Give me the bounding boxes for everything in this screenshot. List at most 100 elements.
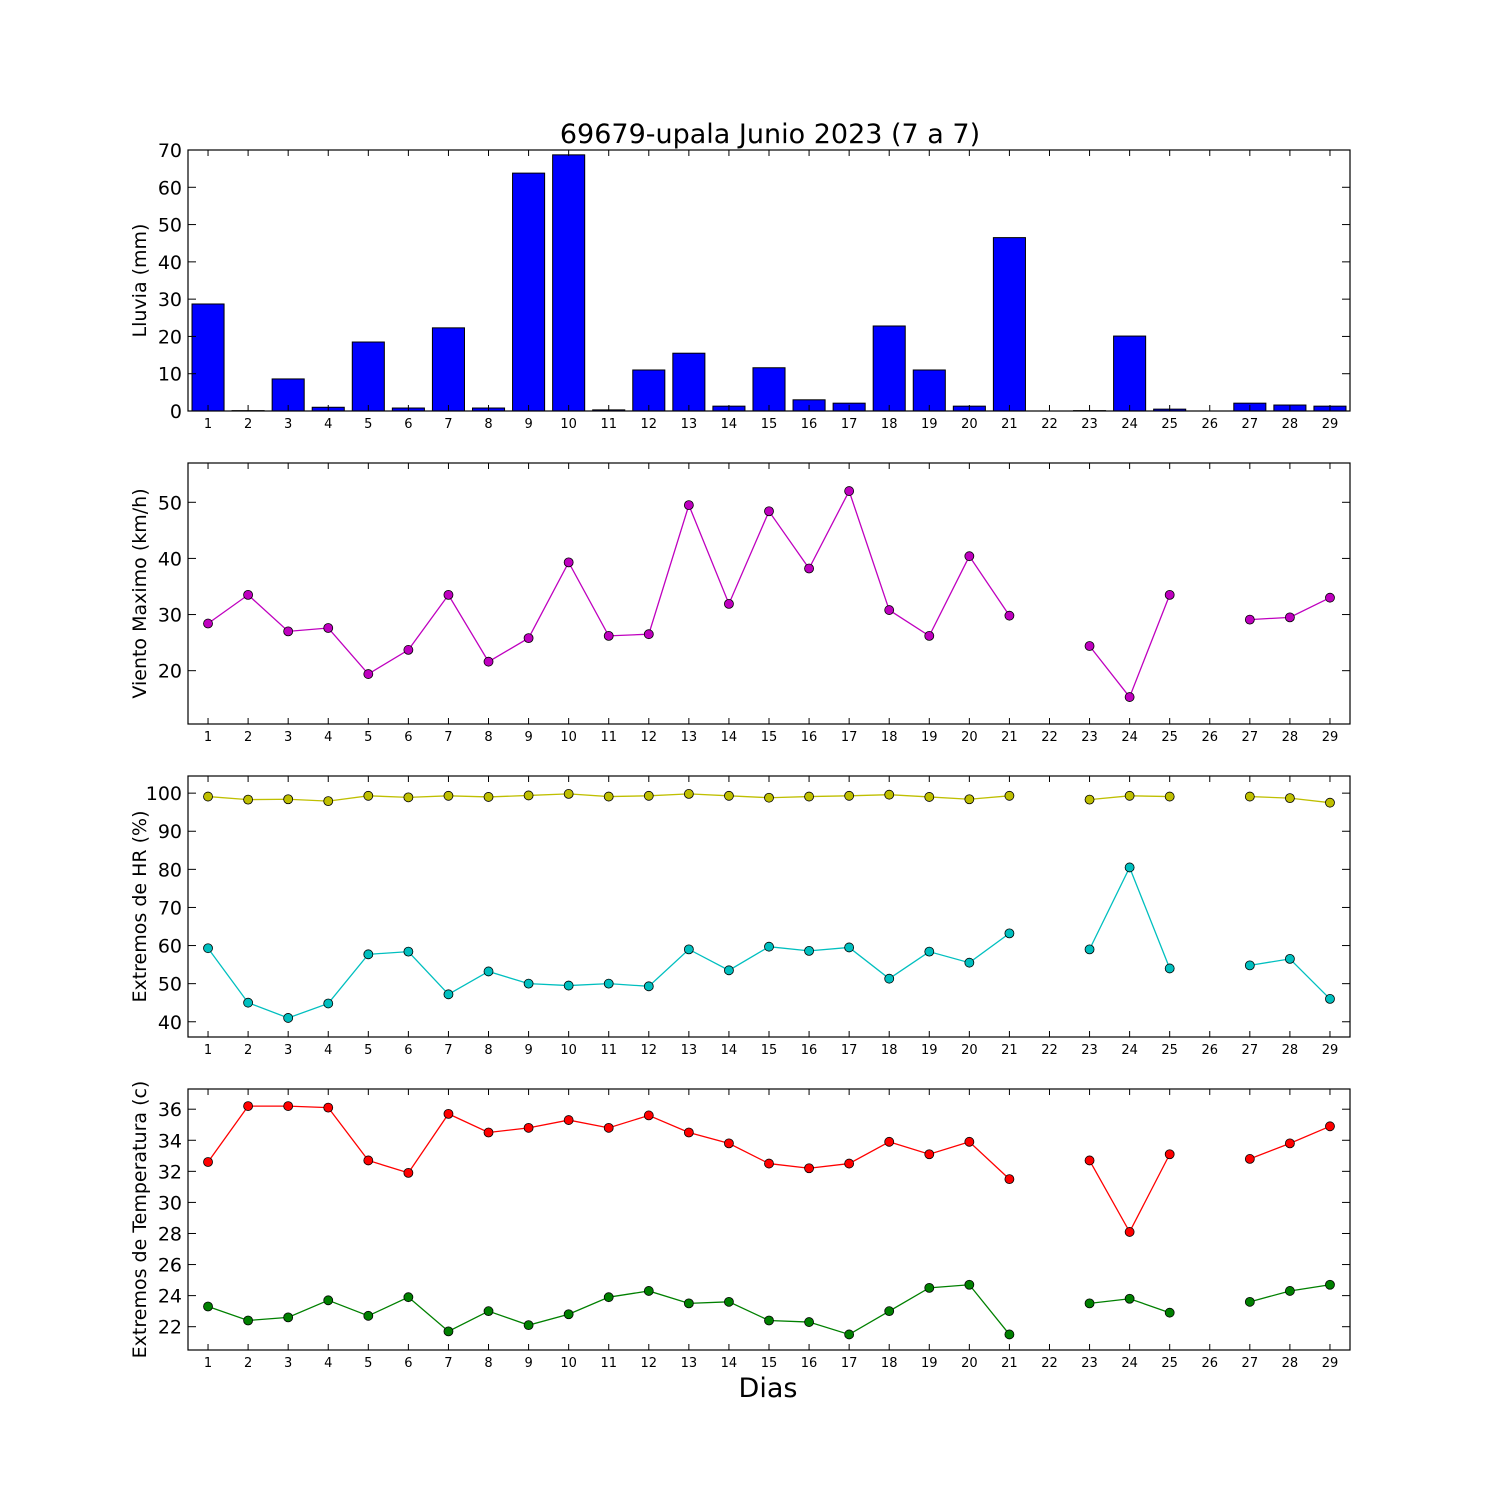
data-point	[203, 791, 213, 802]
series-1	[203, 1101, 1335, 1237]
x-tick-label: 21	[1001, 1043, 1018, 1058]
series-1	[191, 154, 1347, 412]
data-point	[844, 1158, 855, 1169]
x-tick-label: 2	[244, 1043, 252, 1058]
x-tick-label: 23	[1081, 417, 1098, 432]
x-tick-label: 14	[721, 417, 738, 432]
y-tick-label: 22	[158, 1317, 182, 1339]
x-tick-label: 2	[244, 417, 252, 432]
x-tick-label: 27	[1242, 730, 1259, 745]
y-tick-label: 24	[158, 1286, 182, 1308]
x-tick-label: 9	[524, 1043, 532, 1058]
data-point	[924, 792, 935, 802]
y-tick-label: 70	[158, 897, 182, 919]
data-point	[403, 946, 414, 957]
data-point	[1285, 793, 1295, 803]
y-tick-label: 26	[158, 1255, 182, 1277]
x-tick-label: 3	[284, 1043, 292, 1058]
bar	[992, 237, 1026, 412]
data-point	[1084, 794, 1095, 805]
data-point	[804, 945, 814, 956]
x-tick-label: 23	[1081, 1043, 1098, 1058]
x-tick-label: 7	[444, 417, 452, 432]
data-point	[483, 1306, 494, 1317]
data-point	[323, 796, 334, 807]
x-tick-label: 12	[641, 1043, 658, 1058]
data-point	[603, 1122, 614, 1133]
data-point	[643, 790, 654, 801]
data-point	[643, 629, 654, 640]
x-tick-label: 1	[204, 1356, 212, 1371]
data-point	[1124, 862, 1135, 873]
data-point	[1285, 1286, 1295, 1296]
data-point	[203, 618, 213, 629]
bar	[1113, 335, 1147, 412]
data-point	[563, 557, 574, 568]
data-point	[1124, 1227, 1135, 1237]
x-tick-label: 1	[204, 1043, 212, 1058]
data-point	[964, 1136, 975, 1147]
x-tick-label: 20	[961, 417, 978, 432]
data-point	[403, 645, 414, 655]
data-point	[1084, 944, 1095, 955]
y-tick-label: 60	[158, 177, 182, 199]
bar	[512, 172, 546, 412]
x-tick-label: 21	[1001, 1356, 1018, 1371]
data-point	[243, 1101, 254, 1111]
data-point	[964, 957, 975, 968]
data-point	[683, 944, 694, 955]
x-tick-label: 16	[801, 730, 818, 745]
x-tick-label: 27	[1242, 1356, 1259, 1371]
x-tick-label: 26	[1201, 417, 1218, 432]
bar	[431, 327, 465, 412]
data-point	[724, 1296, 734, 1307]
x-tick-label: 1	[204, 730, 212, 745]
data-point	[443, 1108, 454, 1119]
x-tick-label: 18	[881, 1356, 898, 1371]
x-tick-label: 11	[600, 1356, 617, 1371]
data-point	[403, 792, 414, 803]
data-point	[403, 1292, 414, 1303]
data-point	[443, 590, 454, 600]
series-2	[203, 1279, 1335, 1340]
data-point	[363, 669, 374, 679]
data-point	[483, 966, 494, 977]
x-tick-label: 23	[1081, 1356, 1098, 1371]
data-point	[523, 790, 534, 801]
x-tick-label: 23	[1081, 730, 1098, 745]
x-tick-label: 8	[484, 1043, 492, 1058]
data-point	[203, 1301, 213, 1312]
data-point	[683, 500, 694, 511]
data-point	[724, 598, 734, 609]
bar	[752, 367, 786, 412]
data-point	[1244, 960, 1255, 971]
data-point	[964, 1279, 975, 1290]
data-point	[844, 1329, 855, 1340]
chart-title: 69679-upala Junio 2023 (7 a 7)	[560, 119, 980, 150]
data-point	[1124, 692, 1135, 702]
data-point	[283, 1013, 294, 1023]
data-point	[443, 989, 454, 1000]
x-tick-label: 3	[284, 417, 292, 432]
chart-panel-4: 1 2 3 4 5 6 7 8 9 10 11 12 13 14 15 16 17 18 19 20 21 22 23 24 2…	[129, 1081, 1351, 1371]
x-tick-label: 10	[560, 417, 577, 432]
data-point	[683, 789, 694, 799]
y-tick-label: 30	[158, 605, 182, 627]
data-point	[804, 1163, 814, 1174]
data-point	[1164, 590, 1175, 600]
y-tick-label: 0	[170, 401, 182, 423]
data-point	[1244, 1296, 1255, 1307]
x-tick-label: 14	[721, 1043, 738, 1058]
x-tick-label: 11	[600, 1043, 617, 1058]
data-point	[563, 1115, 574, 1125]
y-tick-label: 80	[158, 859, 182, 881]
x-tick-label: 19	[921, 730, 938, 745]
y-tick-label: 40	[158, 252, 182, 274]
x-tick-label: 25	[1161, 730, 1178, 745]
data-point	[844, 790, 855, 801]
data-point	[1244, 614, 1255, 625]
data-point	[1164, 1307, 1175, 1318]
bar	[632, 369, 666, 412]
data-point	[844, 486, 855, 496]
